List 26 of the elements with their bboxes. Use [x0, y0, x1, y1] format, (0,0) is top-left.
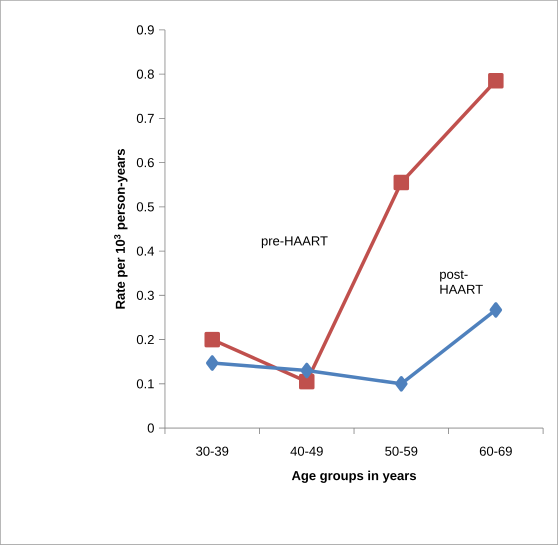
- y-tick-label: 0.2: [136, 334, 154, 344]
- y-tick-label: 0.9: [136, 25, 154, 34]
- x-tick-label: 40-49: [290, 446, 323, 456]
- y-tick-label: 0.3: [136, 290, 154, 300]
- y-tick-label: 0.7: [136, 114, 154, 123]
- point: [395, 376, 408, 392]
- y-tick-label: 0.5: [136, 202, 154, 212]
- series-label: post-HAART: [440, 270, 483, 294]
- x-tick-label: 60-69: [480, 446, 512, 456]
- x-tick-label: 30-39: [196, 446, 228, 456]
- point: [488, 73, 504, 89]
- text: pre-HAART: [262, 236, 328, 248]
- y-axis-title: Rate per 10$^{3}$ person-years: [114, 149, 128, 309]
- y-tick-label: 0.8: [136, 70, 154, 79]
- point: [299, 374, 315, 390]
- x-tick-label: 50-59: [385, 446, 418, 456]
- y-tick-label: 0.4: [136, 246, 154, 256]
- point: [204, 332, 220, 348]
- y-tick-label: 0.6: [136, 158, 154, 168]
- point: [300, 362, 314, 378]
- y-tick-label: 0.1: [136, 379, 154, 388]
- y-tick-label: 0: [148, 423, 154, 433]
- point: [206, 355, 218, 371]
- point: [490, 302, 502, 318]
- x-axis-title: Age groups in years: [292, 470, 416, 483]
- point: [394, 174, 410, 190]
